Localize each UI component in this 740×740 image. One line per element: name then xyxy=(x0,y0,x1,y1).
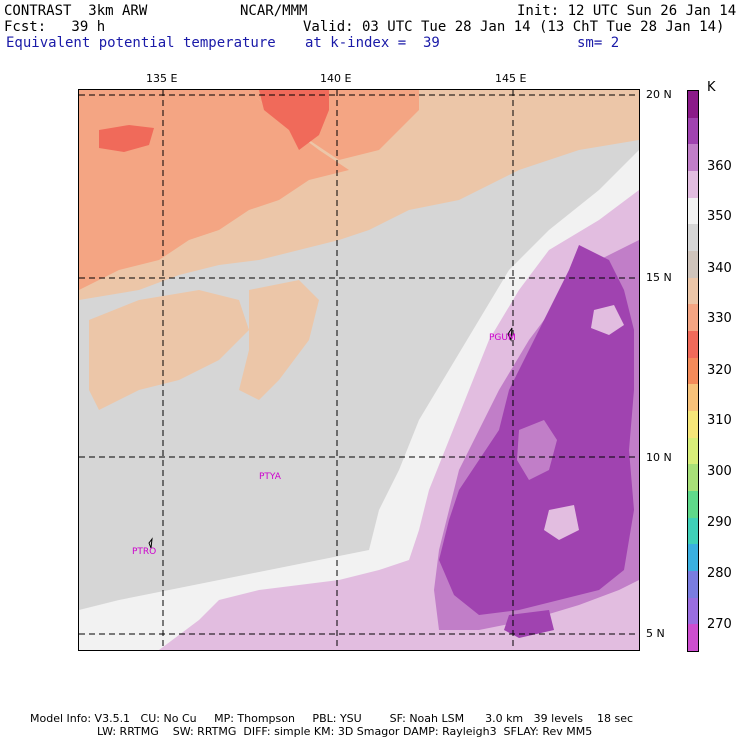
lat-tick-10: 10 N xyxy=(646,451,672,464)
colorbar-segment xyxy=(688,224,698,252)
colorbar-segment xyxy=(688,384,698,412)
colorbar-label-270: 270 xyxy=(707,617,732,632)
level-label: at k-index = 39 xyxy=(305,35,440,51)
lat-tick-20: 20 N xyxy=(646,88,672,101)
map-gridlines xyxy=(79,90,639,650)
station-label-pgum: PGUM xyxy=(489,333,516,343)
field-hole-2 xyxy=(517,420,557,480)
lon-tick-140: 140 E xyxy=(320,72,352,85)
colorbar-label-340: 340 xyxy=(707,261,732,276)
colorbar xyxy=(687,90,699,652)
colorbar-segment xyxy=(688,171,698,199)
field-tan-mid-1 xyxy=(89,290,249,410)
field-hole-3 xyxy=(544,505,579,540)
init-time: Init: 12 UTC Sun 26 Jan 14 xyxy=(517,3,737,19)
colorbar-segment xyxy=(688,464,698,492)
equivalent-potential-temperature-map[interactable]: PGUM PTYA PTRO xyxy=(78,89,640,651)
colorbar-segment xyxy=(688,597,698,625)
colorbar-segment xyxy=(688,251,698,279)
colorbar-label-360: 360 xyxy=(707,159,732,174)
lon-tick-145: 145 E xyxy=(495,72,527,85)
station-label-ptro: PTRO xyxy=(132,547,157,557)
lat-tick-15: 15 N xyxy=(646,271,672,284)
colorbar-segment xyxy=(688,491,698,519)
valid-time: Valid: 03 UTC Tue 28 Jan 14 (13 ChT Tue … xyxy=(303,19,725,35)
guam-outline xyxy=(507,327,513,342)
smoothing-label: sm= 2 xyxy=(577,35,620,51)
field-grey-lower xyxy=(79,510,339,590)
colorbar-segment xyxy=(688,91,698,119)
colorbar-label-310: 310 xyxy=(707,413,732,428)
palau-outline xyxy=(148,537,153,549)
map-field-svg xyxy=(79,90,639,650)
field-darkpurple-patch xyxy=(504,610,554,638)
forecast-hour: Fcst: 39 h xyxy=(4,19,106,35)
field-red-patch-2 xyxy=(99,125,154,152)
lon-tick-135: 135 E xyxy=(146,72,178,85)
colorbar-label-320: 320 xyxy=(707,363,732,378)
colorbar-label-350: 350 xyxy=(707,209,732,224)
lat-tick-5: 5 N xyxy=(646,627,665,640)
colorbar-label-330: 330 xyxy=(707,311,732,326)
colorbar-segment xyxy=(688,517,698,545)
colorbar-segment xyxy=(688,357,698,385)
model-info-line1: Model Info: V3.5.1 CU: No Cu MP: Thompso… xyxy=(30,712,634,725)
colorbar-segment xyxy=(688,411,698,439)
colorbar-segment xyxy=(688,624,698,652)
colorbar-label-290: 290 xyxy=(707,515,732,530)
model-title: CONTRAST 3km ARW xyxy=(4,3,148,19)
field-title: Equivalent potential temperature xyxy=(6,35,276,51)
colorbar-segment xyxy=(688,304,698,332)
colorbar-label-300: 300 xyxy=(707,464,732,479)
field-hole-1 xyxy=(591,305,624,335)
colorbar-segment xyxy=(688,197,698,225)
colorbar-unit: K xyxy=(707,80,716,95)
colorbar-segment xyxy=(688,437,698,465)
colorbar-label-280: 280 xyxy=(707,566,732,581)
station-label-ptya: PTYA xyxy=(259,472,281,482)
model-info-line2: LW: RRTMG SW: RRTMG DIFF: simple KM: 3D … xyxy=(97,725,593,738)
colorbar-segment xyxy=(688,331,698,359)
colorbar-segment xyxy=(688,277,698,305)
colorbar-segment xyxy=(688,544,698,572)
colorbar-segment xyxy=(688,117,698,145)
field-red-patch-1 xyxy=(259,90,329,150)
colorbar-segment xyxy=(688,144,698,172)
institution-label: NCAR/MMM xyxy=(240,3,308,19)
field-tan-mid-2 xyxy=(239,280,319,400)
colorbar-segment xyxy=(688,571,698,599)
